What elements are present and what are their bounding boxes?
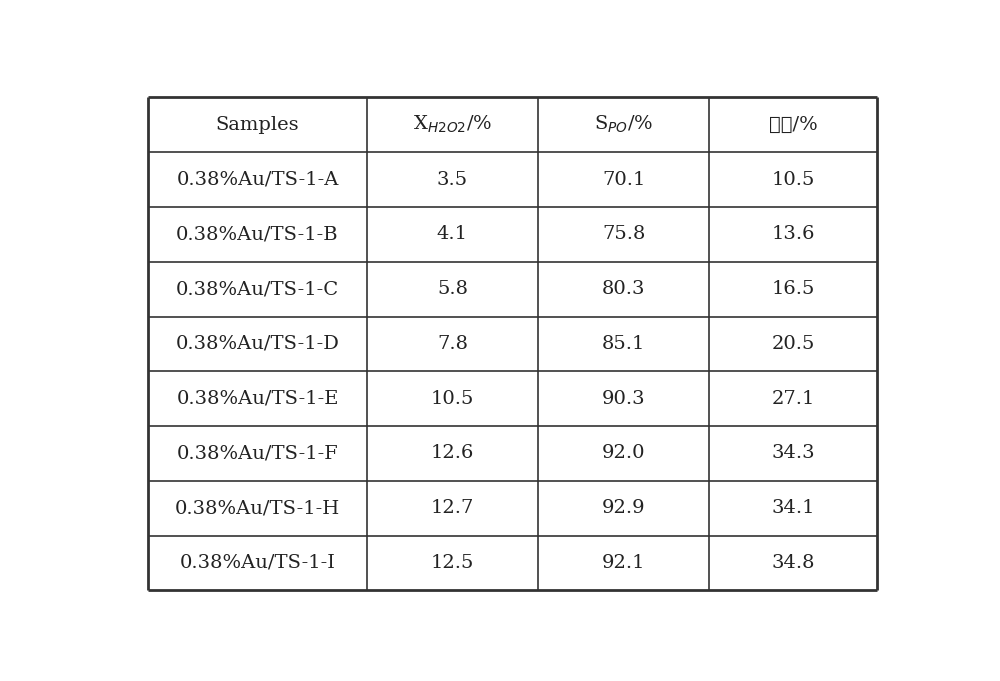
Text: 20.5: 20.5 <box>771 335 815 353</box>
Text: 10.5: 10.5 <box>771 171 815 189</box>
Text: 75.8: 75.8 <box>602 225 645 243</box>
Text: 5.8: 5.8 <box>437 280 468 298</box>
Text: 16.5: 16.5 <box>771 280 815 298</box>
Text: X$_{H2O2}$/%: X$_{H2O2}$/% <box>413 114 492 136</box>
Text: 氢效/%: 氢效/% <box>769 116 817 134</box>
Text: 34.1: 34.1 <box>771 499 815 517</box>
Text: 0.38%Au/TS-1-H: 0.38%Au/TS-1-H <box>175 499 340 517</box>
Text: 0.38%Au/TS-1-E: 0.38%Au/TS-1-E <box>176 390 339 408</box>
Text: 34.8: 34.8 <box>771 554 815 572</box>
Text: 4.1: 4.1 <box>437 225 468 243</box>
Text: 80.3: 80.3 <box>602 280 645 298</box>
Text: 13.6: 13.6 <box>771 225 815 243</box>
Text: 12.7: 12.7 <box>431 499 474 517</box>
Text: 0.38%Au/TS-1-B: 0.38%Au/TS-1-B <box>176 225 339 243</box>
Text: 12.5: 12.5 <box>431 554 474 572</box>
Text: 92.9: 92.9 <box>602 499 645 517</box>
Text: 0.38%Au/TS-1-D: 0.38%Au/TS-1-D <box>176 335 339 353</box>
Text: 0.38%Au/TS-1-C: 0.38%Au/TS-1-C <box>176 280 339 298</box>
Text: 92.1: 92.1 <box>602 554 645 572</box>
Text: 34.3: 34.3 <box>771 445 815 462</box>
Text: 7.8: 7.8 <box>437 335 468 353</box>
Text: 27.1: 27.1 <box>771 390 815 408</box>
Text: 0.38%Au/TS-1-A: 0.38%Au/TS-1-A <box>176 171 339 189</box>
Text: 85.1: 85.1 <box>602 335 645 353</box>
Text: 10.5: 10.5 <box>431 390 474 408</box>
Text: S$_{PO}$/%: S$_{PO}$/% <box>594 114 653 136</box>
Text: Samples: Samples <box>216 116 299 134</box>
Text: 70.1: 70.1 <box>602 171 645 189</box>
Text: 12.6: 12.6 <box>431 445 474 462</box>
Text: 0.38%Au/TS-1-F: 0.38%Au/TS-1-F <box>177 445 338 462</box>
Text: 92.0: 92.0 <box>602 445 645 462</box>
Text: 0.38%Au/TS-1-I: 0.38%Au/TS-1-I <box>180 554 335 572</box>
Text: 3.5: 3.5 <box>437 171 468 189</box>
Text: 90.3: 90.3 <box>602 390 645 408</box>
